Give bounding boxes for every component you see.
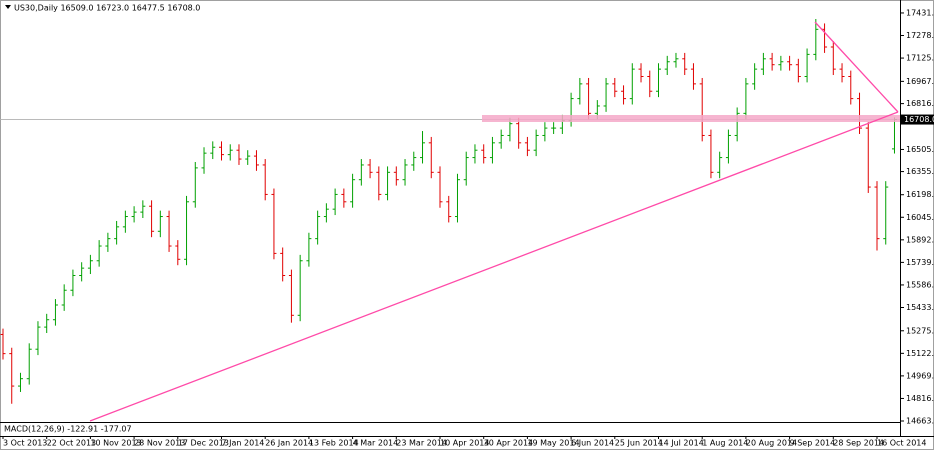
y-tick-label: 14663.0 xyxy=(906,417,934,426)
menu-icon xyxy=(5,5,11,9)
y-tick-label: 15275.0 xyxy=(906,326,934,335)
chart-title: US30,Daily 16509.0 16723.0 16477.5 16708… xyxy=(14,4,200,13)
y-tick-label: 17431.0 xyxy=(906,8,934,17)
price-label: 16708.0 xyxy=(904,115,934,124)
y-tick-label: 15433.0 xyxy=(906,303,934,312)
x-tick-label: 16 Oct 2014 xyxy=(877,439,926,448)
y-tick-label: 15739.0 xyxy=(906,258,934,267)
x-tick-label: 10 Apr 2014 xyxy=(440,439,489,448)
x-tick-label: 23 Mar 2014 xyxy=(396,439,447,448)
x-tick-label: 7 Jan 2014 xyxy=(222,439,265,448)
y-tick-label: 15586.0 xyxy=(906,280,934,289)
x-tick-label: 20 Aug 2014 xyxy=(746,439,797,448)
y-tick-label: 16967.0 xyxy=(906,77,934,86)
x-tick-label: 14 Jul 2014 xyxy=(659,439,704,448)
y-tick-label: 14816.0 xyxy=(906,394,934,403)
y-tick-label: 15892.0 xyxy=(906,235,934,244)
price-label-box xyxy=(901,114,934,125)
x-tick-label: 25 Jun 2014 xyxy=(615,439,663,448)
trend-line xyxy=(89,111,899,422)
x-tick-label: 26 Jan 2014 xyxy=(265,439,313,448)
x-tick-label: 17 Dec 2013 xyxy=(178,439,229,448)
y-tick-label: 17278.0 xyxy=(906,31,934,40)
y-tick-label: 16505.0 xyxy=(906,145,934,154)
horizontal-zone xyxy=(482,115,900,122)
y-tick-label: 17125.0 xyxy=(906,54,934,63)
x-tick-label: 22 Oct 2013 xyxy=(47,439,96,448)
x-tick-label: 19 May 2014 xyxy=(527,439,579,448)
y-tick-label: 16816.0 xyxy=(906,99,934,108)
y-tick-label: 16198.0 xyxy=(906,190,934,199)
x-tick-label: 30 Apr 2014 xyxy=(484,439,533,448)
x-tick-label: 6 Jun 2014 xyxy=(571,439,614,448)
y-tick-label: 16045.0 xyxy=(906,213,934,222)
y-tick-label: 15122.0 xyxy=(906,349,934,358)
trend-line xyxy=(814,21,899,113)
x-tick-label: 1 Aug 2014 xyxy=(702,439,748,448)
x-tick-label: 28 Sep 2014 xyxy=(833,439,884,448)
x-tick-label: 4 Mar 2014 xyxy=(353,439,399,448)
x-tick-label: 9 Sep 2014 xyxy=(790,439,836,448)
x-tick-label: 3 Oct 2013 xyxy=(3,439,47,448)
x-tick-label: 28 Nov 2013 xyxy=(134,439,185,448)
x-tick-label: 10 Nov 2013 xyxy=(90,439,141,448)
x-tick-label: 13 Feb 2014 xyxy=(309,439,359,448)
y-tick-label: 14969.0 xyxy=(906,371,934,380)
y-tick-label: 16355.0 xyxy=(906,167,934,176)
indicator-label: MACD(12,26,9) -122.91 -177.07 xyxy=(4,425,132,434)
